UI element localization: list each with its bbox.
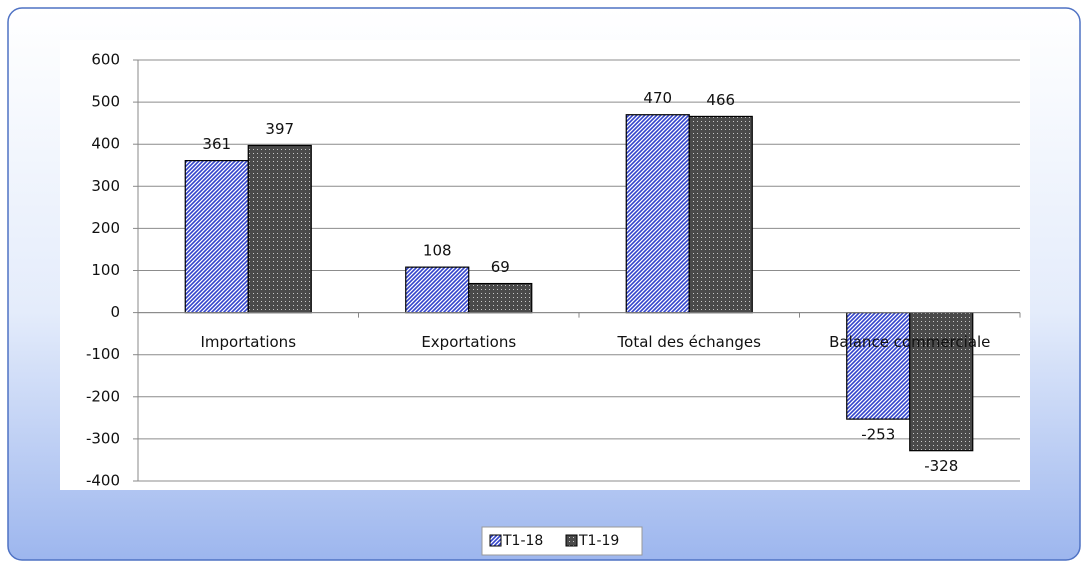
legend-swatch bbox=[565, 534, 578, 547]
bar bbox=[405, 266, 470, 314]
value-label: -253 bbox=[861, 426, 895, 444]
value-label: 108 bbox=[423, 242, 452, 260]
value-label: 466 bbox=[706, 91, 735, 109]
legend-label: T1-19 bbox=[578, 533, 619, 549]
value-label: 470 bbox=[643, 89, 672, 107]
bar bbox=[468, 282, 533, 314]
bar bbox=[688, 115, 753, 314]
y-tick-label: 400 bbox=[91, 135, 120, 153]
y-tick-label: 200 bbox=[91, 219, 120, 237]
y-tick-label: -300 bbox=[86, 429, 120, 447]
legend-swatch bbox=[489, 534, 502, 547]
y-tick-label: -200 bbox=[86, 387, 120, 405]
y-tick-label: 300 bbox=[91, 177, 120, 195]
y-tick-label: -100 bbox=[86, 345, 120, 363]
x-tick-label: Total des échanges bbox=[617, 333, 762, 351]
y-tick-label: 0 bbox=[110, 303, 120, 321]
legend-box bbox=[481, 526, 643, 556]
bar bbox=[184, 160, 249, 314]
y-tick-label: -400 bbox=[86, 472, 120, 490]
x-tick-label: Importations bbox=[200, 333, 296, 351]
value-label: -328 bbox=[924, 457, 958, 475]
x-tick-label: Exportations bbox=[421, 333, 516, 351]
y-tick-label: 600 bbox=[91, 51, 120, 69]
value-label: 397 bbox=[265, 120, 294, 138]
value-label: 69 bbox=[491, 258, 510, 276]
legend-label: T1-18 bbox=[502, 533, 543, 549]
x-tick-label: Balance commerciale bbox=[829, 333, 990, 351]
bar bbox=[247, 144, 312, 314]
y-tick-label: 500 bbox=[91, 93, 120, 111]
value-label: 361 bbox=[202, 135, 231, 153]
y-tick-label: 100 bbox=[91, 261, 120, 279]
bar bbox=[625, 114, 690, 314]
bar bbox=[909, 312, 974, 452]
bar bbox=[846, 312, 911, 420]
